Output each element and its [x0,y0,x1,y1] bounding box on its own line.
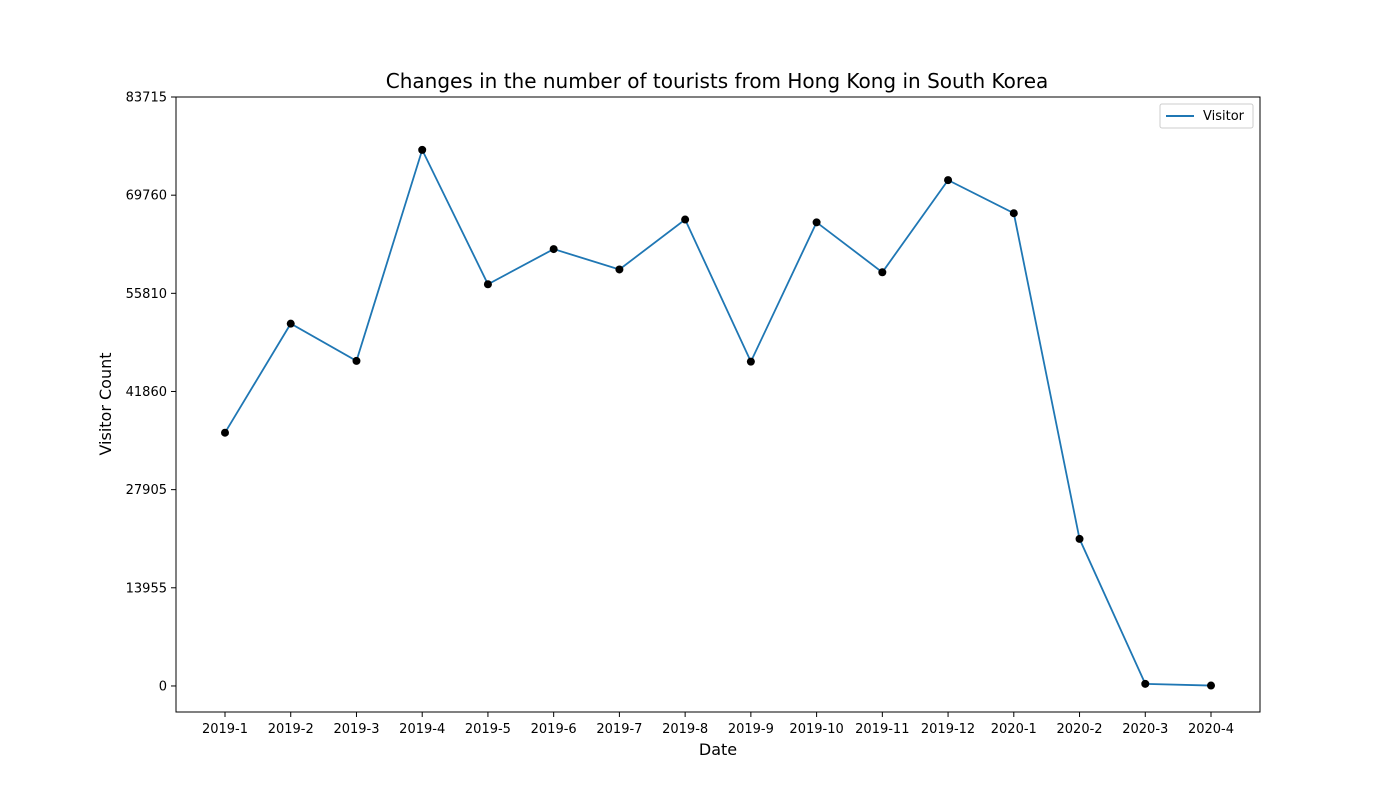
data-point [221,428,229,437]
data-point [615,265,624,274]
y-axis-label: Visitor Count [96,352,115,455]
x-tick-label: 2020-4 [1188,722,1234,737]
x-tick-label: 2019-5 [465,722,511,737]
data-point [352,356,361,365]
legend-box [1159,103,1254,129]
data-point [944,176,953,185]
data-point [1009,209,1018,218]
x-tick-label: 2019-9 [728,722,774,737]
data-point [746,357,755,366]
x-tick-label: 2019-11 [855,722,909,737]
x-tick-label: 2019-12 [921,722,975,737]
data-point [286,319,295,328]
x-tick-label: 2019-1 [202,722,248,737]
data-point [1141,679,1150,688]
y-tick-label: 69760 [126,189,167,204]
data-point [812,218,821,227]
x-axis: 2019-1 2019-2 2019-3 2019-4 2019-5 2019-6 2019… [202,712,1234,737]
x-tick-label: 2019-3 [333,722,379,737]
y-tick-label: 55810 [126,287,167,302]
plot-frame [175,96,1261,713]
y-axis: 0 13955 27905 41860 55810 69760 83715 [126,91,176,694]
y-tick-label: 13955 [126,581,167,596]
x-tick-label: 2019-2 [268,722,314,737]
legend-label-visitor: Visitor [1203,109,1245,124]
data-point [549,245,558,254]
data-point [418,145,427,154]
x-tick-label: 2020-1 [991,722,1037,737]
x-axis-label: Date [699,740,737,759]
data-point [681,215,690,224]
legend: Visitor [1159,103,1254,129]
x-tick-label: 2019-6 [531,722,577,737]
x-tick-label: 2020-3 [1122,722,1168,737]
data-point [1207,681,1215,690]
y-tick-label: 83715 [126,91,167,106]
x-tick-label: 2019-4 [399,722,445,737]
chart-title: Changes in the number of tourists from H… [386,69,1049,93]
x-tick-label: 2019-10 [789,722,843,737]
series-line-visitor [224,147,1212,687]
x-tick-label: 2019-7 [596,722,642,737]
data-point [1075,534,1084,543]
series-layer [221,145,1215,690]
y-tick-label: 27905 [126,483,167,498]
data-point [483,280,492,289]
y-tick-label: 41860 [126,385,167,400]
x-tick-label: 2020-2 [1057,722,1103,737]
x-tick-label: 2019-8 [662,722,708,737]
data-point [878,268,887,277]
y-tick-label: 0 [159,679,167,694]
